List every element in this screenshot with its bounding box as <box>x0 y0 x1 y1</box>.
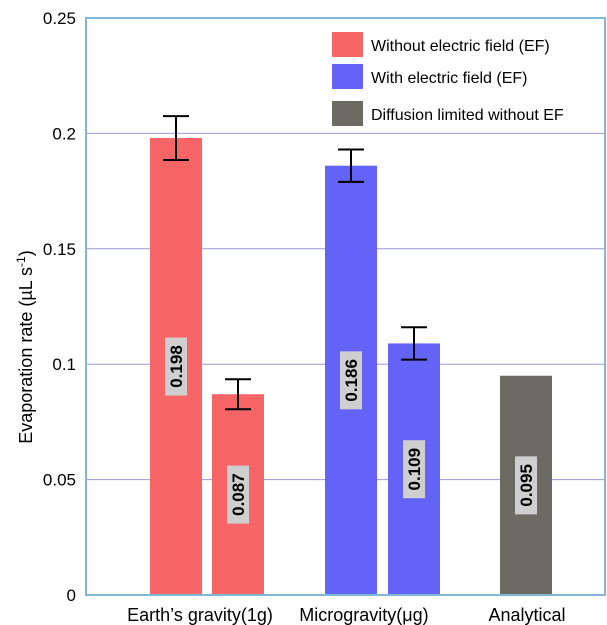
data-label: 0.109 <box>405 448 424 491</box>
data-label-box <box>165 337 187 396</box>
y-tick-label: 0 <box>67 586 76 605</box>
x-category-label: Microgravity(μg) <box>299 605 428 625</box>
legend-swatch <box>332 101 363 126</box>
legend-label: With electric field (EF) <box>371 70 527 87</box>
y-tick-label: 0.05 <box>43 471 76 490</box>
y-tick-label: 0.2 <box>52 124 76 143</box>
x-category-label: Analytical <box>488 605 565 625</box>
data-label-box <box>227 465 249 524</box>
data-label: 0.087 <box>229 473 248 516</box>
y-tick-label: 0.15 <box>43 240 76 259</box>
data-label: 0.198 <box>167 345 186 388</box>
legend-swatch <box>332 64 363 89</box>
data-labels-layer: 0.198 0.087 0.186 0.109 0.095 <box>165 337 537 524</box>
data-label-box <box>403 440 425 499</box>
x-category-label: Earth’s gravity(1g) <box>127 605 273 625</box>
legend: Without electric field (EF) With electric… <box>332 32 564 126</box>
y-tick-label: 0.1 <box>52 355 76 374</box>
legend-swatch <box>332 32 363 57</box>
y-tick-labels: 0 0.05 0.1 0.15 0.2 0.25 <box>43 9 76 605</box>
data-label-box <box>515 456 537 515</box>
legend-label: Without electric field (EF) <box>371 38 550 55</box>
y-tick-label: 0.25 <box>43 9 76 28</box>
data-label: 0.186 <box>342 359 361 402</box>
axis-frame <box>85 17 606 596</box>
data-label-box <box>340 351 362 410</box>
y-axis-label: Evaporation rate (µL s-1) <box>14 250 36 443</box>
data-label: 0.095 <box>517 464 536 507</box>
plot-frame <box>85 17 606 596</box>
legend-label: Diffusion limited without EF <box>371 107 564 124</box>
x-category-labels: Earth’s gravity(1g) Microgravity(μg) Analy… <box>127 605 565 625</box>
